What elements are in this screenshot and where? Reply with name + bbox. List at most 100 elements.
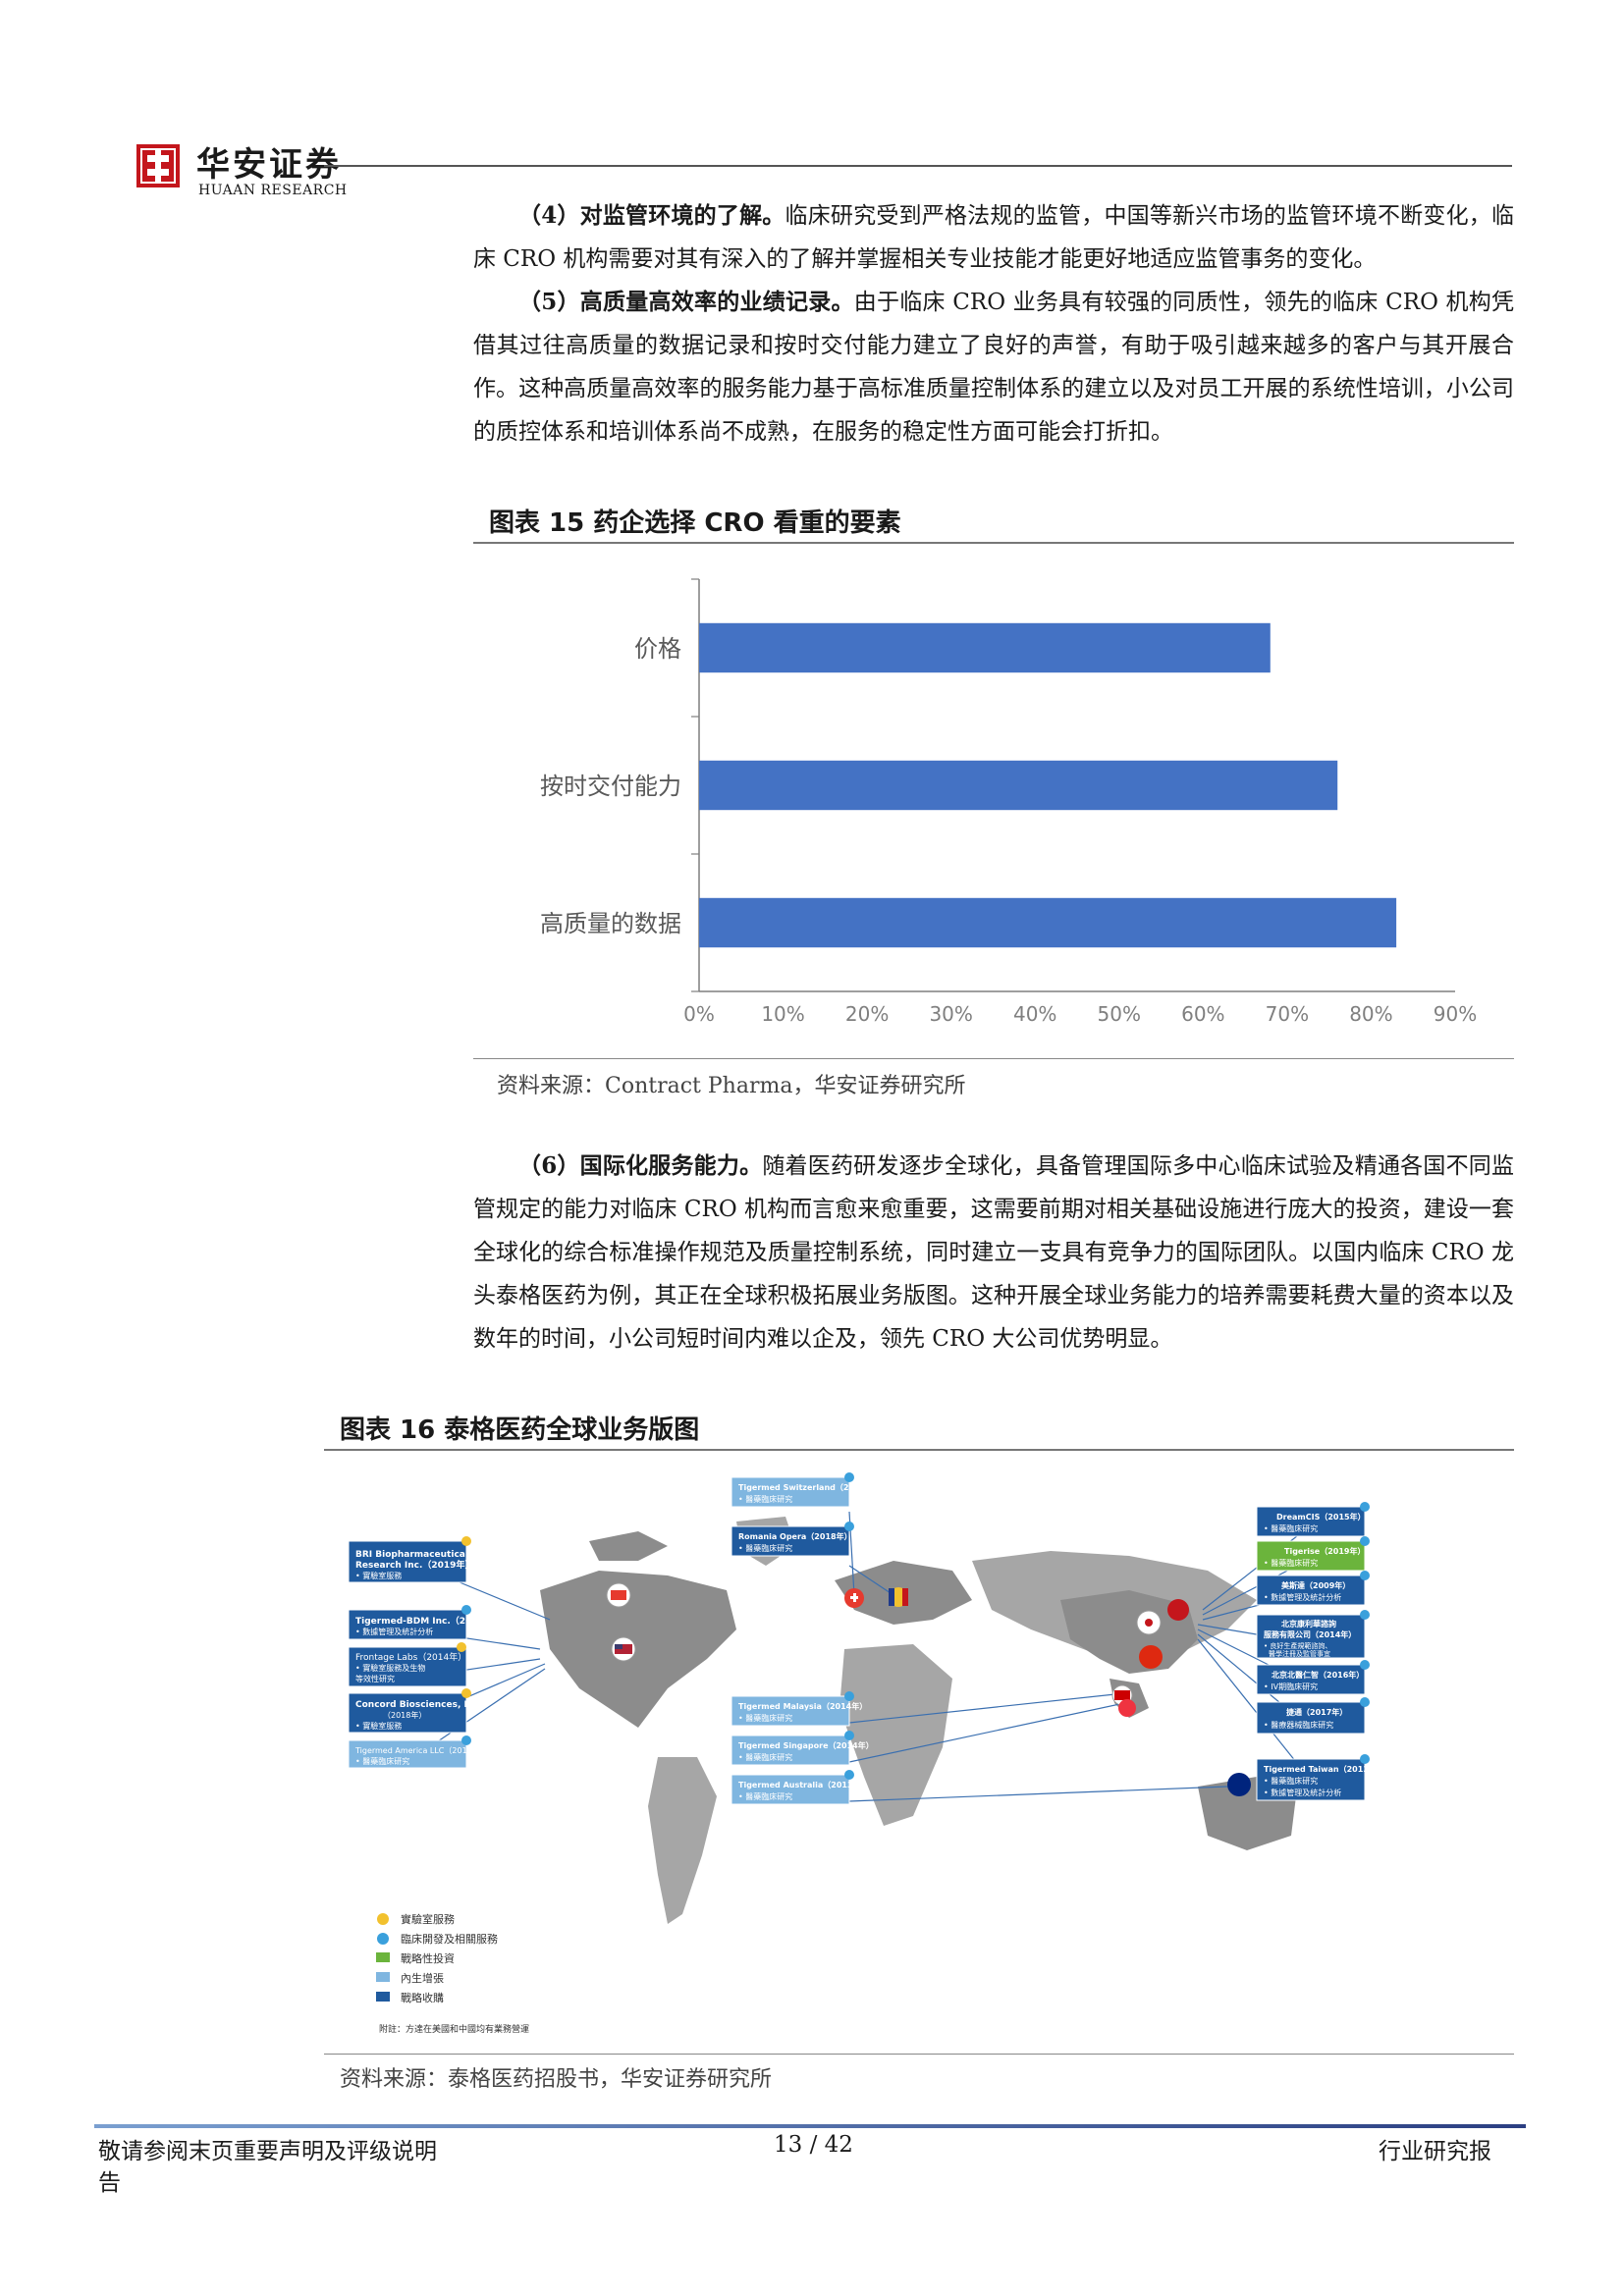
figure-15-title: 图表 15 药企选择 CRO 看重的要素 [489,508,901,538]
svg-text:• 醫藥臨床研究: • 醫藥臨床研究 [1264,1776,1318,1786]
svg-text:Romania Opera（2018年）: Romania Opera（2018年） [738,1531,852,1541]
box-taiwan [1256,1758,1366,1801]
footer-divider [94,2124,1526,2128]
box-malaysia [731,1695,850,1727]
box-concord [348,1692,467,1734]
svg-text:戰略性投資: 戰略性投資 [401,1951,455,1965]
svg-text:• 醫療器械臨床研究: • 醫療器械臨床研究 [1264,1720,1333,1730]
middle-boxes: Tigermed Switzerland（2017年） • 醫藥臨床研究 Rom… [731,1472,881,1805]
box-bri-title: BRI Biopharmaceutical [355,1550,468,1560]
brand-name: 华安证券 [196,145,342,185]
svg-text:• IV期臨床研究: • IV期臨床研究 [1264,1682,1318,1691]
box-bri [348,1540,467,1583]
box-jietong [1256,1701,1366,1735]
paragraph-lead: （4）对监管环境的了解。 [518,202,785,229]
box-romania [731,1525,850,1557]
footer-disclaimer-wrap: 告 [98,2170,121,2196]
svg-text:實驗室服務: 實驗室服務 [401,1912,455,1926]
country-markers [606,1582,1251,1796]
bar-2 [699,897,1397,948]
paragraph-text: 临床研究受到严格法规的监管，中国等新兴市场的监管环境不断变化，临床 CRO 机构… [473,203,1514,272]
header-divider [324,165,1512,167]
box-dreamcis [1256,1506,1366,1537]
box-tigerise [1256,1540,1366,1572]
figure-16-title: 图表 16 泰格医药全球业务版图 [340,1415,700,1445]
figure-16-bottom-rule [324,2054,1514,2055]
svg-text:美斯達（2009年）: 美斯達（2009年） [1281,1580,1350,1590]
map-legend: 實驗室服務 臨床開發及相關服務 戰略性投資 內生增張 戰略收購 附註：方達在美國… [376,1912,529,2035]
svg-text:• 醫藥臨床研究: • 醫藥臨床研究 [738,1494,792,1504]
svg-text:• 醫藥臨床研究: • 醫藥臨床研究 [738,1791,792,1801]
figure-16-source: 资料来源：泰格医药招股书，华安证券研究所 [340,2067,773,2092]
svg-text:北京康利華諮詢: 北京康利華諮詢 [1281,1619,1336,1629]
svg-text:Tigermed America LLC（2019年）: Tigermed America LLC（2019年） [354,1745,488,1755]
global-business-map: BRI Biopharmaceutical Research Inc.（2019… [344,1463,1492,2052]
x-tick-label: 10% [761,1002,804,1026]
x-tick-label: 60% [1181,1002,1224,1026]
x-tick-label: 20% [845,1002,889,1026]
svg-text:內生增張: 內生增張 [401,1971,444,1985]
svg-text:附註：方達在美國和中國均有業務營運: 附註：方達在美國和中國均有業務營運 [379,2023,529,2035]
svg-text:• 醫藥臨床研究: • 醫藥臨床研究 [738,1752,792,1762]
box-australia [731,1774,850,1805]
svg-text:• 醫藥臨床研究: • 醫藥臨床研究 [738,1543,792,1553]
report-type: 行业研究报 [1379,2139,1491,2164]
svg-text:• 良好生產規範諮詢、: • 良好生產規範諮詢、 [1264,1641,1331,1650]
svg-text:Research Inc.（2019年）: Research Inc.（2019年） [355,1559,473,1571]
svg-text:Tigerise（2019年）: Tigerise（2019年） [1284,1546,1366,1556]
paragraph-text: 随着医药研发逐步全球化，具备管理国际多中心临床试验及精通各国不同监管规定的能力对… [473,1153,1514,1352]
right-boxes: DreamCIS（2015年） • 醫藥臨床研究 Tigerise（2019年）… [1256,1502,1384,1801]
svg-text:（2018年）: （2018年） [383,1710,426,1720]
box-switzerland [731,1476,850,1508]
svg-text:醫學注冊及監管事宜: 醫學注冊及監管事宜 [1269,1649,1330,1658]
svg-text:• 醫藥臨床研究: • 醫藥臨床研究 [1264,1558,1318,1568]
brand-name-en: HUAAN RESEARCH [198,183,348,198]
company-logo [135,143,181,188]
box-beiyirenzhi [1256,1664,1366,1695]
svg-text:Tigermed Singapore（2014年）: Tigermed Singapore（2014年） [738,1740,874,1750]
svg-text:Tigermed Taiwan（2013年）: Tigermed Taiwan（2013年） [1264,1764,1384,1774]
category-label: 按时交付能力 [540,773,681,800]
paragraph-regulatory: （4）对监管环境的了解。临床研究受到严格法规的监管，中国等新兴市场的监管环境不断… [473,194,1514,281]
left-boxes: BRI Biopharmaceutical Research Inc.（2019… [348,1536,502,1769]
svg-text:北京北醫仁智（2016年）: 北京北醫仁智（2016年） [1272,1670,1364,1680]
x-tick-label: 90% [1434,1002,1477,1026]
svg-text:Tigermed-BDM Inc.（2013年）: Tigermed-BDM Inc.（2013年） [355,1615,502,1627]
paragraph-lead: （6）国际化服务能力。 [518,1152,763,1179]
bar-0 [699,622,1271,673]
box-frontage [348,1646,467,1687]
svg-text:• 實驗室服務: • 實驗室服務 [355,1571,402,1580]
figure-15-top-rule [473,542,1514,544]
paragraph-text: 由于临床 CRO 业务具有较强的同质性，领先的临床 CRO 机构凭借其过往高质量… [473,290,1514,445]
svg-text:• 醫藥臨床研究: • 醫藥臨床研究 [355,1756,409,1766]
svg-text:• 實驗室服務: • 實驗室服務 [355,1721,402,1731]
svg-text:• 醫藥臨床研究: • 醫藥臨床研究 [738,1713,792,1723]
paragraph-lead: （5）高质量高效率的业绩记录。 [518,289,854,315]
category-label: 高质量的数据 [540,910,681,937]
box-kanglihua [1256,1614,1366,1659]
figure-16-top-rule [324,1449,1514,1451]
svg-text:Tigermed Malaysia（2014年）: Tigermed Malaysia（2014年） [738,1701,867,1711]
x-tick-label: 70% [1266,1002,1309,1026]
svg-text:• 數據管理及統計分析: • 數據管理及統計分析 [1264,1592,1341,1602]
svg-text:Tigermed Australia（2013年）: Tigermed Australia（2013年） [738,1780,869,1789]
x-tick-label: 50% [1098,1002,1141,1026]
paragraph-international: （6）国际化服务能力。随着医药研发逐步全球化，具备管理国际多中心临床试验及精通各… [473,1145,1514,1361]
svg-text:• 實驗室服務及生物: • 實驗室服務及生物 [355,1663,425,1673]
svg-text:戰略收購: 戰略收購 [401,1991,444,2004]
svg-text:DreamCIS（2015年）: DreamCIS（2015年） [1276,1512,1366,1522]
x-tick-label: 40% [1013,1002,1056,1026]
x-tick-label: 0% [683,1002,715,1026]
x-tick-label: 30% [929,1002,972,1026]
svg-text:• 醫藥臨床研究: • 醫藥臨床研究 [1264,1523,1318,1533]
x-tick-label: 80% [1349,1002,1392,1026]
box-singapore [731,1735,850,1766]
box-bdm [348,1609,467,1640]
bar-1 [699,760,1338,811]
svg-text:服務有限公司（2014年）: 服務有限公司（2014年） [1264,1629,1356,1639]
svg-text:等效性研究: 等效性研究 [355,1674,395,1683]
svg-text:捷通（2017年）: 捷通（2017年） [1286,1707,1347,1717]
svg-text:臨床開發及相關服務: 臨床開發及相關服務 [401,1932,498,1946]
figure-15-bottom-rule [473,1058,1514,1059]
world-map-land [540,1517,1296,1924]
